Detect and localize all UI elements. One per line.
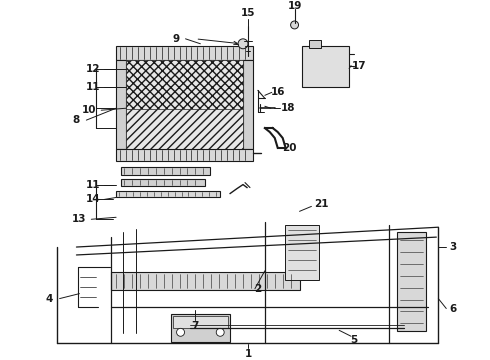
Text: 9: 9 <box>172 34 179 44</box>
Text: 12: 12 <box>86 64 100 73</box>
Bar <box>116 149 253 161</box>
Text: 13: 13 <box>72 214 87 224</box>
Text: 15: 15 <box>241 8 255 18</box>
Bar <box>116 60 126 149</box>
Bar <box>111 272 299 290</box>
Bar <box>121 179 205 185</box>
Text: 19: 19 <box>288 1 302 11</box>
Text: 10: 10 <box>82 105 97 115</box>
Circle shape <box>238 39 248 49</box>
Bar <box>301 46 349 87</box>
Text: 21: 21 <box>314 199 329 210</box>
Bar <box>310 40 321 48</box>
Text: 16: 16 <box>270 87 285 97</box>
Text: 6: 6 <box>450 303 457 314</box>
Text: 17: 17 <box>352 60 367 71</box>
Text: 8: 8 <box>73 115 80 125</box>
Bar <box>126 109 243 149</box>
Bar <box>116 190 220 198</box>
Text: 1: 1 <box>245 349 251 359</box>
Text: 18: 18 <box>280 103 295 113</box>
Text: 2: 2 <box>254 284 262 294</box>
Text: 20: 20 <box>282 143 297 153</box>
Bar <box>397 232 426 331</box>
Text: 3: 3 <box>450 242 457 252</box>
Circle shape <box>291 21 298 29</box>
Circle shape <box>216 328 224 336</box>
Text: 11: 11 <box>86 82 100 93</box>
Bar <box>116 46 253 60</box>
Text: 11: 11 <box>86 180 100 190</box>
Text: 7: 7 <box>192 321 199 331</box>
Bar <box>121 167 210 175</box>
Bar <box>243 60 253 149</box>
Circle shape <box>176 328 185 336</box>
Text: 5: 5 <box>350 335 358 345</box>
Bar <box>285 225 319 280</box>
Bar <box>172 316 228 328</box>
Text: 4: 4 <box>46 294 53 303</box>
Text: 14: 14 <box>86 194 100 204</box>
Bar <box>171 314 230 342</box>
Bar <box>126 60 243 109</box>
